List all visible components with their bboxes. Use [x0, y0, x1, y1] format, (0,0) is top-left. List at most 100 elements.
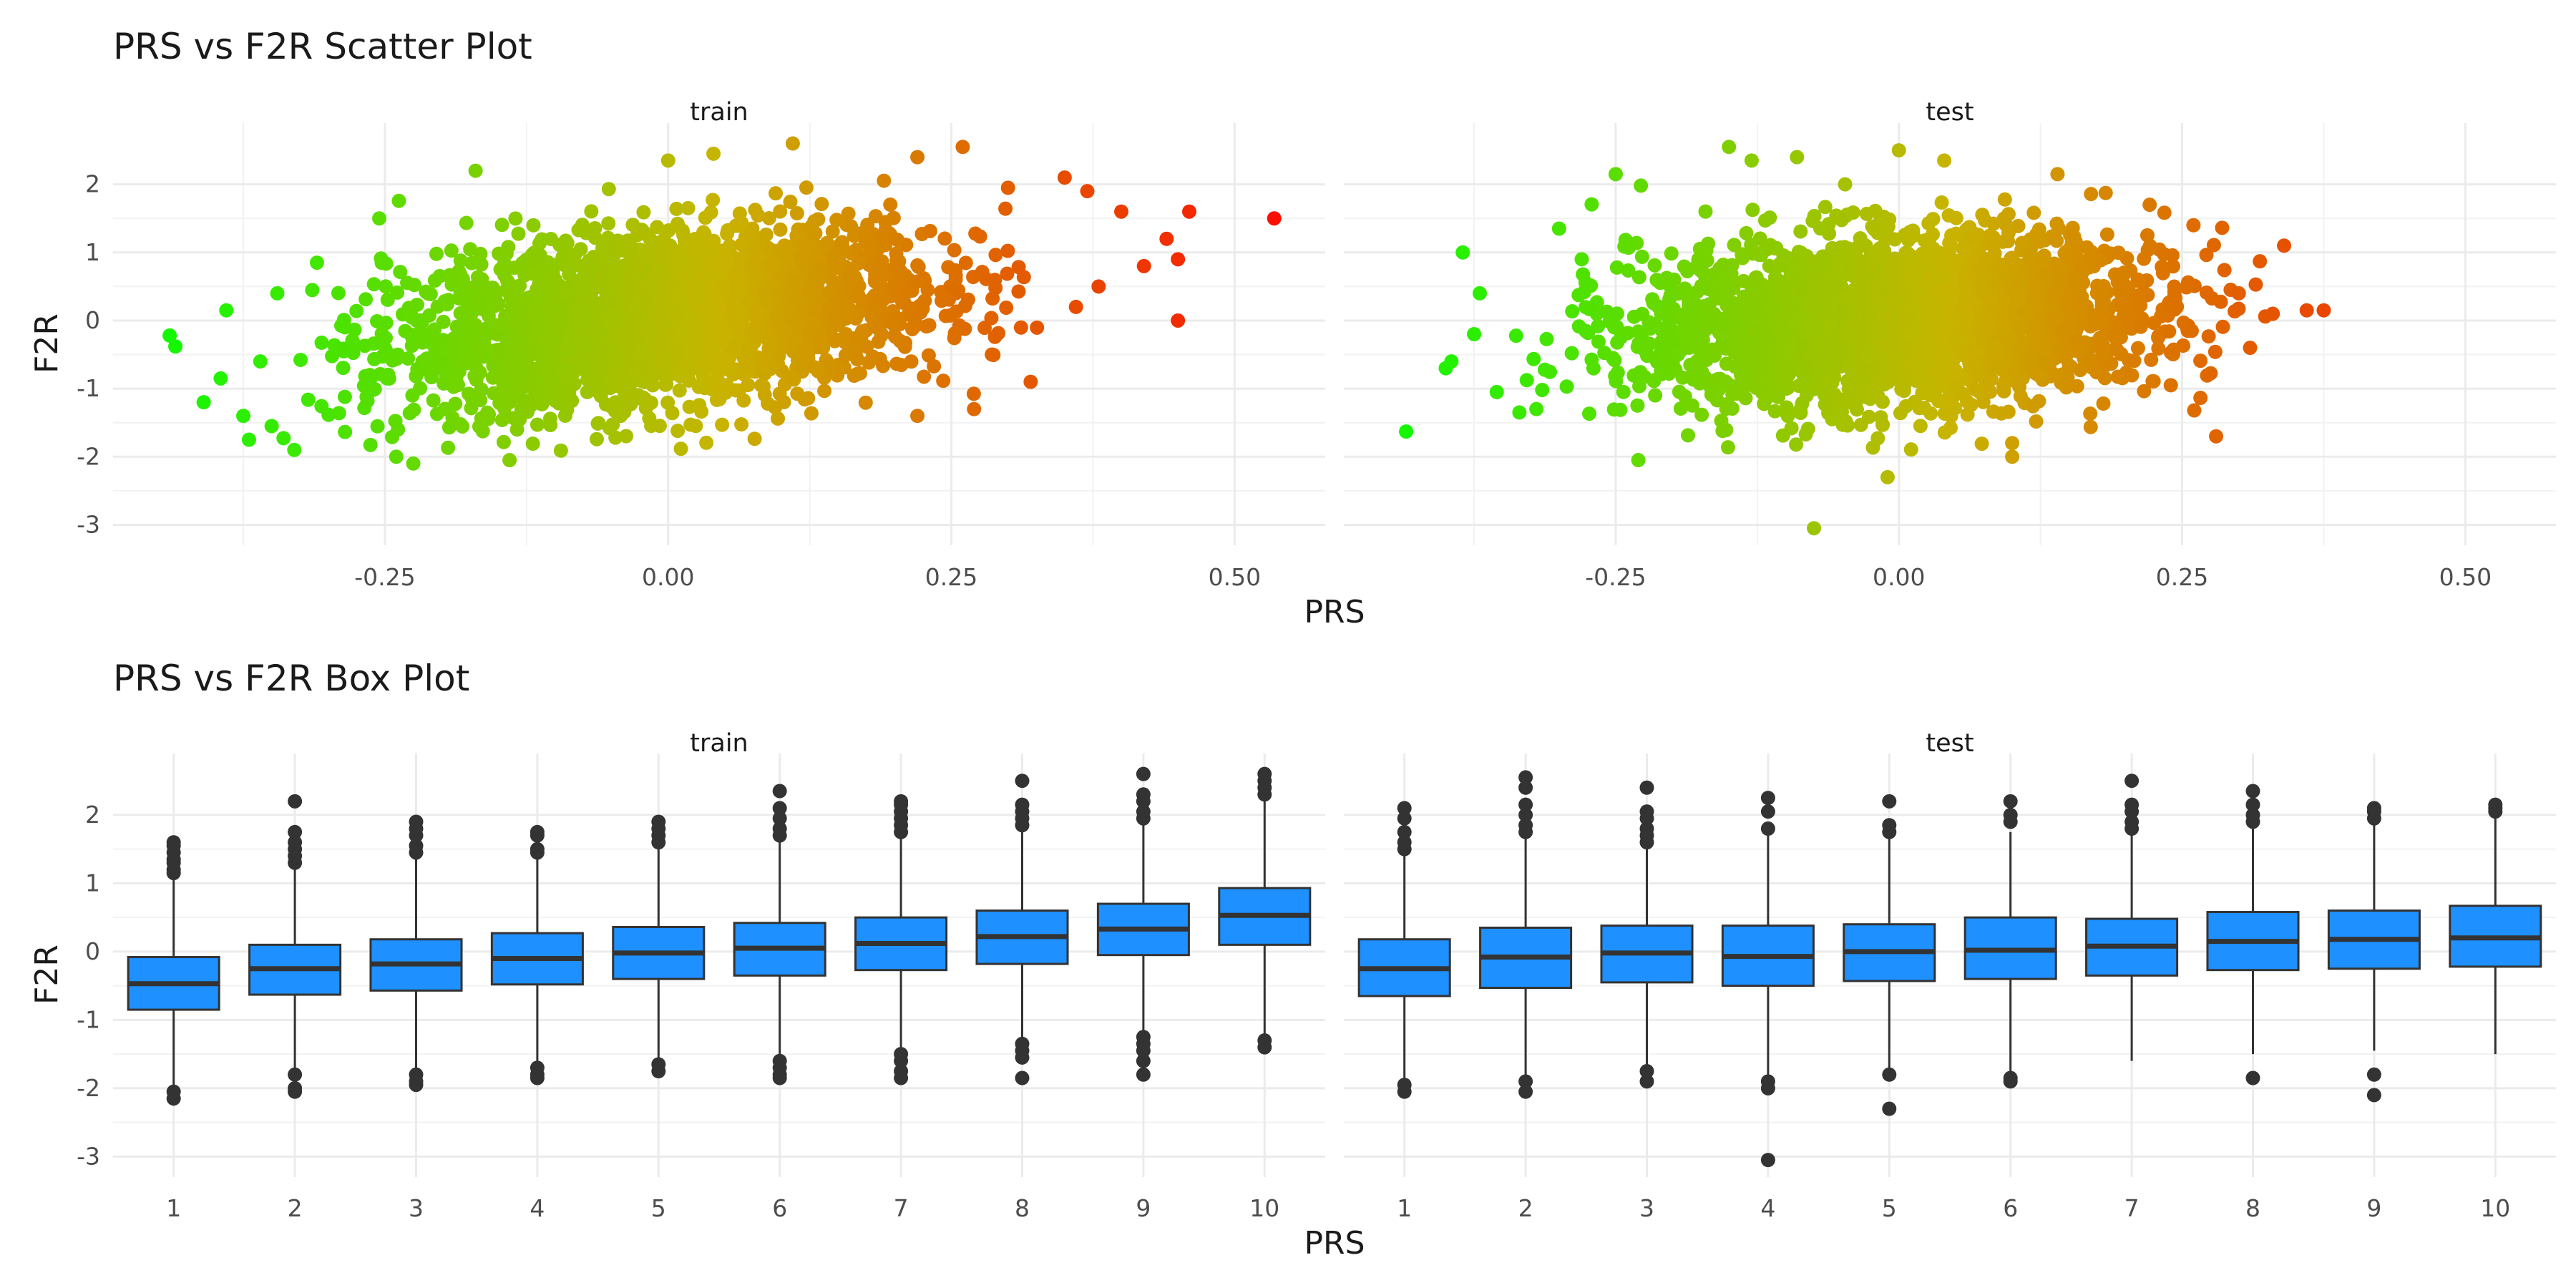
scatter-point [520, 292, 535, 307]
scatter-point [1023, 374, 1038, 389]
scatter-point [379, 279, 394, 294]
scatter-point [389, 351, 404, 366]
scatter-point [967, 401, 982, 416]
scatter-point [672, 383, 687, 398]
scatter-point [840, 303, 855, 318]
scatter-point [947, 326, 962, 341]
scatter-point [771, 286, 786, 301]
scatter-point [409, 297, 424, 312]
scatter-point [617, 404, 632, 419]
scatter-point [404, 310, 419, 325]
scatter-point [656, 232, 671, 247]
scatter-point [1678, 282, 1693, 297]
scatter-point [508, 211, 523, 226]
scatter-point [824, 358, 839, 373]
scatter-point [783, 194, 798, 209]
scatter-point [623, 265, 638, 280]
scatter-point [2084, 187, 2099, 202]
scatter-point [385, 429, 400, 444]
scatter-point [556, 384, 571, 399]
scatter-point [1994, 406, 2009, 421]
scatter-point [801, 284, 816, 299]
scatter-point [669, 201, 684, 216]
scatter-point [1508, 328, 1523, 343]
scatter-point [815, 258, 830, 273]
scatter-point [1767, 404, 1782, 419]
scatter-point [767, 258, 782, 273]
scatter-point [670, 424, 686, 439]
scatter-point [1675, 370, 1690, 385]
scatter-point [761, 210, 776, 225]
scatter-point [1791, 245, 1806, 260]
scatter-point [1267, 211, 1282, 226]
scatter-point [1807, 208, 1822, 223]
scatter-point [378, 341, 393, 356]
scatter-point [314, 399, 329, 414]
scatter-point [407, 278, 422, 293]
scatter-point [213, 371, 228, 386]
scatter-point [644, 395, 659, 410]
scatter-point [2011, 218, 2026, 233]
scatter-point [637, 290, 652, 305]
scatter-point [876, 358, 891, 374]
scatter-point [510, 332, 525, 347]
scatter-point [804, 219, 819, 234]
scatter-point [703, 344, 718, 359]
scatter-point [704, 327, 719, 342]
scatter-point [454, 290, 469, 305]
scatter-point [363, 437, 378, 452]
scatter-point [1749, 381, 1764, 396]
facet-strip-label: test [1926, 98, 1974, 127]
scatter-point [378, 331, 393, 346]
scatter-point [512, 389, 527, 404]
scatter-point [633, 373, 648, 388]
scatter-point [389, 449, 404, 464]
scatter-point [801, 391, 816, 406]
scatter-point [401, 351, 416, 366]
scatter-point [1030, 320, 1045, 335]
scatter-point [2087, 361, 2102, 376]
scatter-point [814, 197, 829, 212]
scatter-point [430, 360, 445, 375]
scatter-point [936, 374, 951, 389]
scatter-point [1581, 406, 1596, 421]
scatter-point [2096, 396, 2111, 411]
scatter-point [699, 435, 714, 450]
scatter-point [847, 369, 862, 384]
scatter-point [276, 431, 291, 446]
scatter-point [1698, 204, 1713, 219]
scatter-point [1591, 334, 1606, 349]
scatter-point [774, 326, 789, 341]
scatter-point [691, 379, 706, 394]
scatter-point [883, 197, 898, 212]
scatter-point [670, 216, 685, 231]
scatter-point [629, 331, 644, 346]
scatter-point [2130, 341, 2145, 356]
scatter-point [799, 180, 814, 195]
scatter-point [1171, 313, 1186, 328]
scatter-point [445, 410, 460, 425]
scatter-point [2127, 353, 2142, 369]
scatter-point [1584, 197, 1599, 212]
scatter-point [1091, 279, 1106, 294]
scatter-point [660, 338, 675, 353]
scatter-point [675, 270, 690, 286]
scatter-point [957, 298, 972, 313]
scatter-point [2067, 229, 2082, 244]
scatter-point [745, 329, 760, 344]
scatter-point [1913, 419, 1928, 434]
scatter-point [680, 200, 696, 215]
scatter-point [1745, 203, 1760, 218]
scatter-point [1609, 260, 1624, 275]
scatter-point [788, 314, 803, 329]
scatter-point [2151, 341, 2166, 356]
scatter-point [464, 255, 479, 270]
scatter-point [683, 417, 698, 432]
scatter-point [515, 320, 530, 335]
scatter-point [2049, 216, 2064, 231]
scatter-point [602, 316, 618, 331]
scatter-point [937, 231, 952, 246]
scatter-point [608, 395, 623, 410]
scatter-point [477, 349, 492, 364]
scatter-point [786, 265, 801, 280]
